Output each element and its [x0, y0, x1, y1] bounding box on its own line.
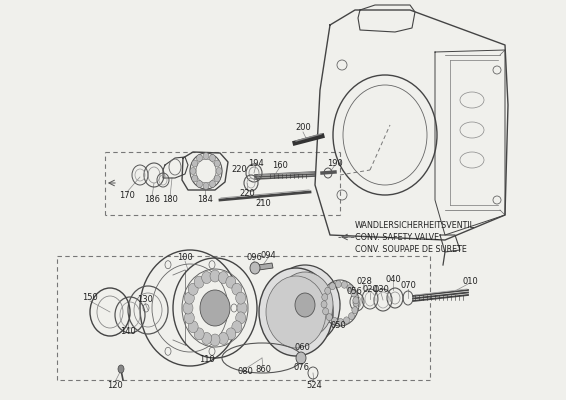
Text: 140: 140	[120, 328, 136, 336]
Ellipse shape	[232, 283, 242, 295]
Text: 096: 096	[246, 254, 262, 262]
Text: 220: 220	[231, 166, 247, 174]
Text: 200: 200	[295, 124, 311, 132]
Ellipse shape	[188, 321, 198, 333]
Ellipse shape	[259, 268, 333, 356]
Ellipse shape	[341, 281, 348, 288]
Ellipse shape	[210, 334, 220, 346]
Text: CONV. SOUPAPE DE SURETE: CONV. SOUPAPE DE SURETE	[355, 244, 467, 254]
Ellipse shape	[118, 365, 124, 373]
Text: 040: 040	[385, 274, 401, 284]
Ellipse shape	[226, 276, 236, 288]
Ellipse shape	[196, 180, 203, 188]
Ellipse shape	[344, 317, 350, 324]
Text: 050: 050	[330, 320, 346, 330]
Text: 060: 060	[294, 344, 310, 352]
Ellipse shape	[203, 182, 209, 190]
Ellipse shape	[296, 352, 306, 364]
Text: 190: 190	[327, 158, 343, 168]
Text: 100: 100	[177, 254, 193, 262]
Ellipse shape	[237, 302, 247, 314]
Ellipse shape	[351, 290, 357, 297]
Text: 180: 180	[162, 196, 178, 204]
Ellipse shape	[201, 272, 212, 284]
Text: 186: 186	[144, 196, 160, 204]
Ellipse shape	[188, 283, 198, 295]
Ellipse shape	[353, 297, 359, 304]
Text: 094: 094	[260, 250, 276, 260]
Text: 524: 524	[306, 380, 322, 390]
Text: 220: 220	[239, 188, 255, 198]
Ellipse shape	[326, 314, 332, 321]
Ellipse shape	[183, 302, 193, 314]
Ellipse shape	[347, 284, 353, 292]
Ellipse shape	[192, 175, 198, 182]
Ellipse shape	[215, 175, 220, 182]
Text: 210: 210	[255, 200, 271, 208]
Ellipse shape	[185, 292, 194, 304]
Text: 194: 194	[248, 158, 264, 168]
Ellipse shape	[218, 332, 228, 344]
Ellipse shape	[203, 152, 209, 160]
Text: 080: 080	[237, 368, 253, 376]
Text: 010: 010	[462, 276, 478, 286]
Text: 150: 150	[82, 294, 98, 302]
Ellipse shape	[250, 262, 260, 274]
Text: 110: 110	[199, 356, 215, 364]
Ellipse shape	[277, 272, 333, 338]
Text: 160: 160	[272, 160, 288, 170]
Ellipse shape	[215, 160, 220, 167]
Ellipse shape	[322, 294, 328, 301]
Text: 120: 120	[107, 380, 123, 390]
Text: 070: 070	[400, 282, 416, 290]
Ellipse shape	[200, 290, 230, 326]
Ellipse shape	[185, 312, 194, 324]
Text: 020: 020	[362, 286, 378, 294]
Text: 028: 028	[356, 278, 372, 286]
Text: 030: 030	[373, 286, 389, 294]
Ellipse shape	[349, 313, 354, 320]
Text: 076: 076	[294, 364, 310, 372]
Text: WANDLERSICHERHEITSVENTIL: WANDLERSICHERHEITSVENTIL	[355, 220, 475, 230]
Text: 056: 056	[346, 288, 362, 296]
Ellipse shape	[352, 307, 358, 314]
Text: 184: 184	[197, 196, 213, 204]
Ellipse shape	[196, 154, 203, 162]
Ellipse shape	[321, 301, 327, 308]
Ellipse shape	[329, 283, 336, 290]
Ellipse shape	[325, 287, 331, 294]
Ellipse shape	[194, 328, 204, 340]
Ellipse shape	[226, 328, 236, 340]
Ellipse shape	[270, 265, 340, 345]
Text: 170: 170	[119, 190, 135, 200]
Ellipse shape	[235, 312, 246, 324]
Ellipse shape	[266, 276, 326, 348]
Ellipse shape	[216, 168, 222, 174]
Ellipse shape	[209, 180, 216, 188]
Ellipse shape	[194, 276, 204, 288]
Ellipse shape	[201, 332, 212, 344]
Ellipse shape	[332, 317, 337, 324]
Ellipse shape	[190, 168, 196, 174]
Ellipse shape	[295, 293, 315, 317]
Ellipse shape	[353, 300, 359, 306]
Polygon shape	[258, 263, 273, 270]
Text: 860: 860	[255, 366, 271, 374]
Ellipse shape	[232, 321, 242, 333]
Ellipse shape	[209, 154, 216, 162]
Ellipse shape	[218, 272, 228, 284]
Text: CONV. SAFETY VALVE: CONV. SAFETY VALVE	[355, 232, 439, 242]
Ellipse shape	[192, 160, 198, 167]
Ellipse shape	[210, 270, 220, 282]
Ellipse shape	[337, 318, 344, 326]
Ellipse shape	[323, 308, 329, 315]
Text: 130: 130	[137, 296, 153, 304]
Ellipse shape	[235, 292, 246, 304]
Ellipse shape	[335, 281, 341, 288]
